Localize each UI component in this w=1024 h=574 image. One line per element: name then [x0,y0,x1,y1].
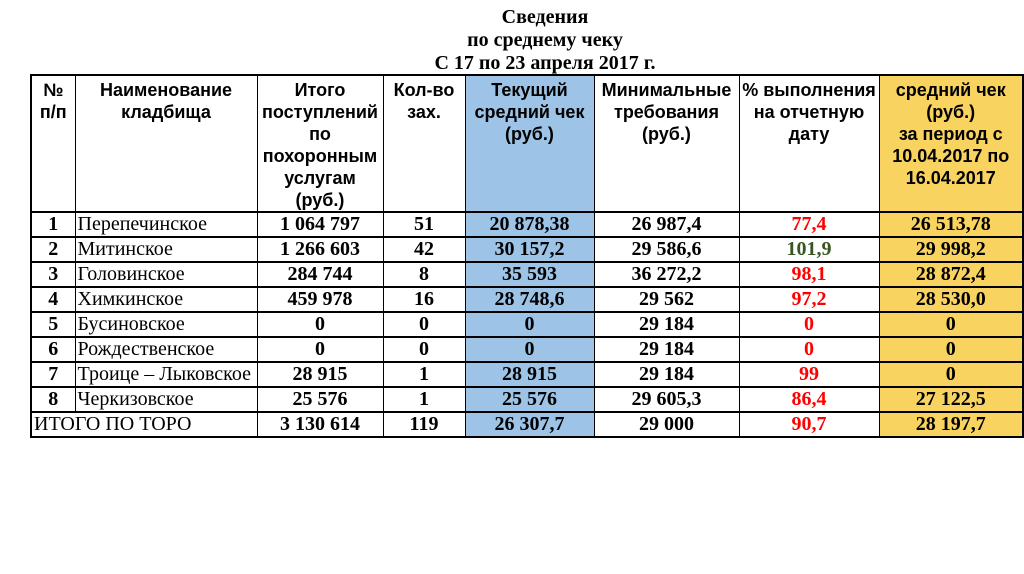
prev-avg-check: 0 [878,361,1024,388]
title-line-2: по среднему чеку [467,29,623,51]
completion-percent: 0 [738,336,880,363]
row-number: 5 [30,311,76,338]
col-header-prev-avg-check: средний чек (руб.) за период с 10.04.201… [878,74,1024,213]
totals-row: ИТОГО ПО ТОРО 3 130 614 119 26 307,7 29 … [30,411,1024,438]
min-requirement: 36 272,2 [593,261,740,288]
income-total: 284 744 [256,261,384,288]
min-requirement: 29 605,3 [593,386,740,413]
completion-percent: 86,4 [738,386,880,413]
income-total: 0 [256,336,384,363]
completion-percent: 101,9 [738,236,880,263]
prev-avg-check: 0 [878,336,1024,363]
current-avg-check: 28 915 [464,361,595,388]
table-row: 3 Головинское 284 744 8 35 593 36 272,2 … [30,261,1024,288]
col-header-burial-count: Кол-во зах. [382,74,466,213]
income-total: 1 266 603 [256,236,384,263]
table-header: № п/п Наименование кладбища Итого поступ… [30,74,1024,213]
burial-count: 0 [382,311,466,338]
row-number: 7 [30,361,76,388]
cemetery-name: Головинское [74,261,258,288]
current-avg-check: 26 307,7 [464,411,595,438]
burial-count: 16 [382,286,466,313]
min-requirement: 29 184 [593,361,740,388]
burial-count: 8 [382,261,466,288]
completion-percent: 98,1 [738,261,880,288]
average-check-table: № п/п Наименование кладбища Итого поступ… [30,74,1024,438]
col-header-completion-percent: % выполнения на отчетную дату [738,74,880,213]
min-requirement: 29 000 [593,411,740,438]
row-number: 3 [30,261,76,288]
completion-percent: 90,7 [738,411,880,438]
prev-avg-check: 28 530,0 [878,286,1024,313]
row-number: 1 [30,211,76,238]
table-row: 4 Химкинское 459 978 16 28 748,6 29 562 … [30,286,1024,313]
burial-count: 119 [382,411,466,438]
income-total: 28 915 [256,361,384,388]
table-row: 5 Бусиновское 0 0 0 29 184 0 0 [30,311,1024,338]
table-row: 7 Троице – Лыковское 28 915 1 28 915 29 … [30,361,1024,388]
title-line-3: С 17 по 23 апреля 2017 г. [434,52,656,74]
burial-count: 0 [382,336,466,363]
col-header-min-requirements: Минимальные требования (руб.) [593,74,740,213]
burial-count: 51 [382,211,466,238]
table-row: 2 Митинское 1 266 603 42 30 157,2 29 586… [30,236,1024,263]
row-number: 6 [30,336,76,363]
income-total: 3 130 614 [256,411,384,438]
table-row: 1 Перепечинское 1 064 797 51 20 878,38 2… [30,211,1024,238]
cemetery-name: Черкизовское [74,386,258,413]
prev-avg-check: 28 197,7 [878,411,1024,438]
table-body: 1 Перепечинское 1 064 797 51 20 878,38 2… [30,211,1024,438]
current-avg-check: 28 748,6 [464,286,595,313]
table-row: 8 Черкизовское 25 576 1 25 576 29 605,3 … [30,386,1024,413]
cemetery-name: Бусиновское [74,311,258,338]
burial-count: 42 [382,236,466,263]
income-total: 459 978 [256,286,384,313]
cemetery-name: Химкинское [74,286,258,313]
completion-percent: 0 [738,311,880,338]
col-header-income-total: Итого поступлений по похоронным услугам … [256,74,384,213]
burial-count: 1 [382,386,466,413]
current-avg-check: 25 576 [464,386,595,413]
table-row: 6 Рождественское 0 0 0 29 184 0 0 [30,336,1024,363]
min-requirement: 29 184 [593,336,740,363]
burial-count: 1 [382,361,466,388]
row-number: 2 [30,236,76,263]
title-line-1: Сведения [501,6,589,28]
income-total: 25 576 [256,386,384,413]
current-avg-check: 0 [464,336,595,363]
prev-avg-check: 27 122,5 [878,386,1024,413]
min-requirement: 26 987,4 [593,211,740,238]
cemetery-name: Рождественское [74,336,258,363]
min-requirement: 29 586,6 [593,236,740,263]
cemetery-name: Троице – Лыковское [74,361,258,388]
prev-avg-check: 29 998,2 [878,236,1024,263]
col-header-row-number: № п/п [30,74,76,213]
completion-percent: 99 [738,361,880,388]
row-number: 4 [30,286,76,313]
cemetery-name: Митинское [74,236,258,263]
current-avg-check: 20 878,38 [464,211,595,238]
prev-avg-check: 28 872,4 [878,261,1024,288]
current-avg-check: 35 593 [464,261,595,288]
current-avg-check: 0 [464,311,595,338]
cemetery-name: Перепечинское [74,211,258,238]
header-row: № п/п Наименование кладбища Итого поступ… [30,74,1024,213]
completion-percent: 77,4 [738,211,880,238]
income-total: 0 [256,311,384,338]
totals-label: ИТОГО ПО ТОРО [30,411,258,438]
current-avg-check: 30 157,2 [464,236,595,263]
min-requirement: 29 184 [593,311,740,338]
income-total: 1 064 797 [256,211,384,238]
slide-title: Сведения по среднему чеку С 17 по 23 апр… [66,6,1024,75]
col-header-cemetery-name: Наименование кладбища [74,74,258,213]
row-number: 8 [30,386,76,413]
prev-avg-check: 26 513,78 [878,211,1024,238]
min-requirement: 29 562 [593,286,740,313]
completion-percent: 97,2 [738,286,880,313]
col-header-current-avg-check: Текущий средний чек (руб.) [464,74,595,213]
prev-avg-check: 0 [878,311,1024,338]
